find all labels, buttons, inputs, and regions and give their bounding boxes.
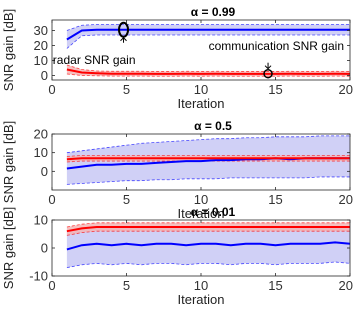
y-tick-label-0-2: 20	[34, 38, 48, 53]
panel-title-0: α = 0.99	[191, 5, 236, 19]
annotation-arrowhead-comm	[264, 65, 272, 70]
y-tick-label-2-1: 0	[41, 241, 48, 256]
band-upper-radar-0	[66, 64, 351, 72]
line-communication-0	[66, 28, 350, 41]
band-lower-radar-2	[66, 230, 350, 236]
y-axis-label-2: SNR gain [dB]	[1, 207, 16, 289]
annotation-circle-comm	[263, 68, 273, 79]
x-tick-label-0-2: 10	[194, 82, 208, 97]
band-radar-2	[66, 222, 351, 236]
y-tick-label-1-1: 10	[34, 145, 48, 160]
band-lower-communication-1	[66, 176, 350, 185]
band-upper-communication-1	[66, 135, 350, 154]
x-axis-label-0: Iteration	[178, 96, 225, 111]
y-axis-label-0: SNR gain [dB]	[1, 9, 16, 91]
x-tick-label-1-1: 5	[123, 192, 130, 207]
panel-title-1: α = 0.5	[194, 119, 232, 133]
x-tick-label-1-4: 20	[339, 192, 353, 207]
x-axis-label-1: Iteration	[178, 206, 225, 221]
band-lower-radar-0	[66, 73, 351, 77]
x-tick-label-0-1: 5	[123, 82, 130, 97]
x-tick-label-1-2: 10	[194, 192, 208, 207]
line-radar-2	[66, 226, 350, 233]
x-axis-label-2: Iteration	[178, 292, 225, 307]
x-tick-label-0-4: 20	[339, 82, 353, 97]
line-radar-0	[66, 68, 351, 75]
x-tick-label-2-3: 15	[268, 278, 282, 293]
y-tick-label-2-0: -10	[29, 269, 48, 284]
line-radar-1	[66, 157, 350, 161]
x-tick-label-1-3: 15	[268, 192, 282, 207]
x-tick-label-2-4: 20	[339, 278, 353, 293]
annotation-arrowhead-radar	[120, 37, 127, 42]
y-tick-label-0-3: 30	[34, 23, 48, 38]
x-tick-label-1-0: 0	[48, 192, 55, 207]
y-tick-label-2-2: 10	[34, 213, 48, 228]
annotation-label-radar: radar SNR gain	[53, 53, 136, 67]
x-tick-label-0-0: 0	[48, 82, 55, 97]
band-communication-2	[66, 227, 351, 268]
band-upper-communication-0	[66, 24, 350, 31]
y-tick-label-0-1: 10	[34, 53, 48, 68]
y-tick-label-0-0: 0	[41, 68, 48, 83]
band-upper-radar-2	[66, 222, 350, 228]
x-tick-label-0-3: 15	[268, 82, 282, 97]
y-tick-label-1-0: 0	[41, 164, 48, 179]
x-tick-label-2-1: 5	[123, 278, 130, 293]
band-lower-communication-0	[66, 34, 350, 49]
panel-title-2: α = 0.01	[191, 205, 236, 219]
band-lower-communication-2	[66, 261, 351, 268]
line-communication-2	[66, 241, 351, 251]
annotation-ellipse-radar	[118, 21, 130, 38]
band-upper-radar-1	[66, 155, 350, 157]
annotation-label-comm: communication SNR gain	[209, 39, 344, 53]
x-tick-label-2-2: 10	[194, 278, 208, 293]
y-axis-label-1: SNR gain [dB]	[1, 121, 16, 203]
y-tick-label-1-2: 20	[34, 127, 48, 142]
x-tick-label-2-0: 0	[48, 278, 55, 293]
